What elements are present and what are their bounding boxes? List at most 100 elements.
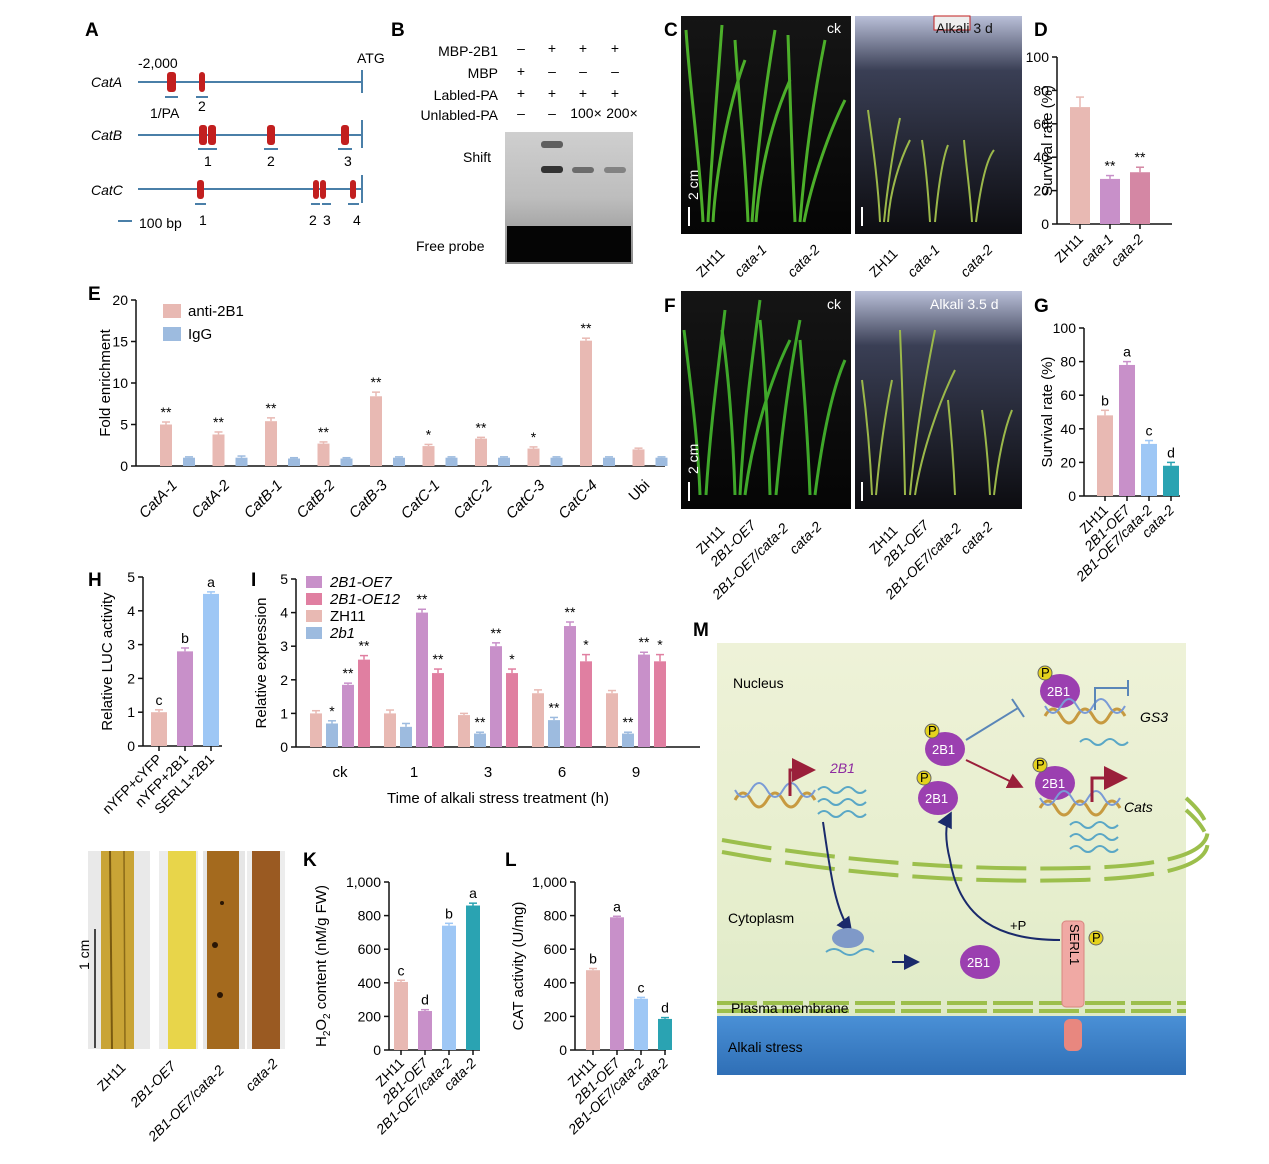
bar bbox=[442, 925, 456, 1050]
free-probe-band bbox=[507, 226, 631, 262]
y-tick-label: 4 bbox=[127, 603, 135, 619]
alkali-stress-label: Alkali stress bbox=[728, 1039, 803, 1055]
y-tick-label: 20 bbox=[1033, 183, 1049, 199]
panel-b-label: B bbox=[391, 20, 405, 41]
panel-a: A -2,000 ATG CatA 1/PA 2 CatB 1 2 3 CatC bbox=[85, 20, 385, 231]
catc-site bbox=[320, 180, 326, 199]
y-tick-label: 0 bbox=[120, 458, 128, 474]
significance-label: c bbox=[156, 692, 163, 708]
mrna-translation bbox=[825, 948, 875, 956]
serl1-receptor bbox=[1061, 920, 1085, 1008]
y-axis-label: H2O2 content (nM/g FW) bbox=[313, 885, 333, 1047]
catb-site-label-2: 2 bbox=[267, 153, 275, 169]
bar bbox=[606, 693, 618, 747]
photo-x-label: cata-2 bbox=[957, 518, 996, 557]
photo-alkali bbox=[855, 16, 1022, 234]
emsa-sign: + bbox=[517, 85, 525, 101]
y-tick-label: 40 bbox=[1033, 149, 1049, 165]
y-tick-label: 60 bbox=[1060, 387, 1076, 403]
bar bbox=[445, 457, 458, 466]
bar bbox=[235, 457, 248, 466]
legend-swatch bbox=[306, 576, 322, 588]
emsa-sign: – bbox=[548, 105, 556, 121]
export-arrow bbox=[822, 821, 853, 934]
y-tick-label: 100 bbox=[1026, 49, 1050, 65]
bar bbox=[498, 457, 510, 466]
significance-label: c bbox=[638, 979, 645, 995]
bar bbox=[400, 726, 412, 747]
y-tick-label: 200 bbox=[358, 1008, 382, 1024]
significance-label: c bbox=[1146, 423, 1153, 439]
bar bbox=[1097, 415, 1113, 496]
phospho-icon bbox=[924, 723, 940, 739]
legend-label: anti-2B1 bbox=[188, 303, 244, 320]
significance-label: c bbox=[398, 962, 405, 978]
y-tick-label: 1 bbox=[127, 704, 135, 720]
bar bbox=[490, 646, 502, 747]
serl1-kinase bbox=[1064, 1019, 1082, 1051]
phospho-label: P bbox=[928, 723, 937, 738]
significance-label: * bbox=[426, 426, 432, 442]
emsa-sign: – bbox=[517, 40, 525, 56]
bar bbox=[586, 970, 600, 1050]
y-axis-label: CAT activity (U/mg) bbox=[510, 902, 527, 1031]
catb-site bbox=[341, 125, 349, 145]
scale-bar-label: 2 cm bbox=[685, 444, 701, 474]
shift-label: Shift bbox=[463, 149, 491, 165]
y-tick-label: 600 bbox=[544, 941, 568, 957]
significance-label: * bbox=[329, 703, 335, 719]
plus-p-label: +P bbox=[1010, 918, 1026, 933]
x-tick-label: cata-2 bbox=[1107, 231, 1146, 270]
y-tick-label: 1 bbox=[280, 705, 288, 721]
legend-swatch bbox=[163, 304, 181, 318]
y-axis-label: Relative LUC activity bbox=[99, 592, 116, 731]
emsa-sign: – bbox=[517, 105, 525, 121]
y-tick-label: 5 bbox=[280, 571, 288, 587]
bar bbox=[474, 733, 486, 747]
legend-label: 2B1-OE12 bbox=[329, 591, 401, 608]
x-tick-label: CatC-4 bbox=[555, 477, 601, 523]
panel-b: B MBP-2B1 MBP Labled-PA Unlabled-PA – + … bbox=[391, 20, 638, 264]
emsa-sign: – bbox=[548, 63, 556, 79]
y-tick-label: 0 bbox=[559, 1042, 567, 1058]
leaf bbox=[168, 851, 196, 1049]
bar bbox=[1119, 364, 1135, 496]
catc-site bbox=[350, 180, 356, 199]
leaf-vein bbox=[109, 850, 113, 1050]
leaf bbox=[207, 851, 239, 1049]
bar bbox=[1141, 443, 1157, 496]
catc-site-label-4: 4 bbox=[353, 212, 361, 228]
significance-label: ** bbox=[475, 714, 486, 730]
bar bbox=[422, 446, 435, 466]
photo-treat-label: Alkali 3.5 d bbox=[930, 296, 998, 312]
y-tick-label: 0 bbox=[1041, 216, 1049, 232]
legend-swatch bbox=[306, 610, 322, 622]
significance-label: d bbox=[661, 1000, 669, 1016]
emsa-sign: + bbox=[579, 85, 587, 101]
photo-x-label: cata-1 bbox=[904, 241, 943, 280]
shift-band bbox=[541, 141, 563, 148]
y-tick-label: 0 bbox=[1068, 488, 1076, 504]
leaf-x-label: ZH11 bbox=[94, 1059, 129, 1094]
bar bbox=[548, 720, 560, 747]
emsa-row-label: Unlabled-PA bbox=[420, 107, 498, 123]
y-tick-label: 100 bbox=[1053, 320, 1077, 336]
significance-label: b bbox=[181, 630, 189, 646]
x-tick-label: CatC-2 bbox=[450, 476, 496, 522]
significance-label: * bbox=[583, 637, 589, 653]
gene-catb-label: CatB bbox=[91, 127, 122, 143]
bar bbox=[177, 651, 193, 746]
legend-swatch bbox=[163, 327, 181, 341]
plants-alkali bbox=[861, 329, 1013, 496]
leaf-x-label: 2B1-OE7 bbox=[126, 1057, 180, 1111]
y-tick-label: 400 bbox=[544, 975, 568, 991]
significance-label: ** bbox=[161, 404, 172, 420]
y-tick-label: 4 bbox=[280, 605, 288, 621]
significance-label: ** bbox=[343, 665, 354, 681]
chart-k: K 0 200 400 600 800 1,000 H2O2 content (nM/g FW… bbox=[303, 850, 480, 1138]
phosphorylation-arrow bbox=[937, 811, 1061, 941]
repression-bar bbox=[1011, 698, 1025, 718]
catb-site-label-1: 1 bbox=[204, 153, 212, 169]
